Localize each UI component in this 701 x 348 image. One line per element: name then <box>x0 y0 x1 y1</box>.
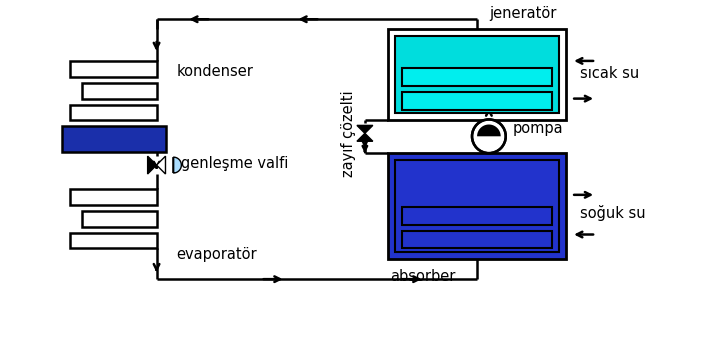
Bar <box>62 126 166 152</box>
Text: soğuk su: soğuk su <box>580 205 646 221</box>
Text: pompa: pompa <box>512 121 564 136</box>
Bar <box>82 211 156 227</box>
Bar <box>402 92 552 110</box>
Bar <box>388 29 566 120</box>
Bar <box>70 104 156 120</box>
Bar <box>395 36 559 113</box>
Text: genleşme valfi: genleşme valfi <box>182 156 289 171</box>
Polygon shape <box>148 156 156 174</box>
Bar <box>70 232 156 248</box>
Polygon shape <box>357 125 373 133</box>
Bar <box>70 189 156 205</box>
Bar <box>388 153 566 259</box>
Polygon shape <box>156 156 165 174</box>
Polygon shape <box>173 157 182 173</box>
Text: jeneratör: jeneratör <box>489 6 557 21</box>
Text: evaporatör: evaporatör <box>177 247 257 262</box>
Bar <box>402 230 552 248</box>
Bar <box>70 61 156 77</box>
Bar <box>395 160 559 252</box>
Text: kondenser: kondenser <box>177 64 253 79</box>
Polygon shape <box>477 125 501 136</box>
Text: absorber: absorber <box>390 269 455 284</box>
Polygon shape <box>357 133 373 141</box>
Circle shape <box>472 119 505 153</box>
Bar <box>402 68 552 86</box>
Bar <box>82 83 156 98</box>
Bar <box>402 207 552 224</box>
Text: zayıf çözelti: zayıf çözelti <box>341 90 355 177</box>
Text: sıcak su: sıcak su <box>580 66 639 81</box>
